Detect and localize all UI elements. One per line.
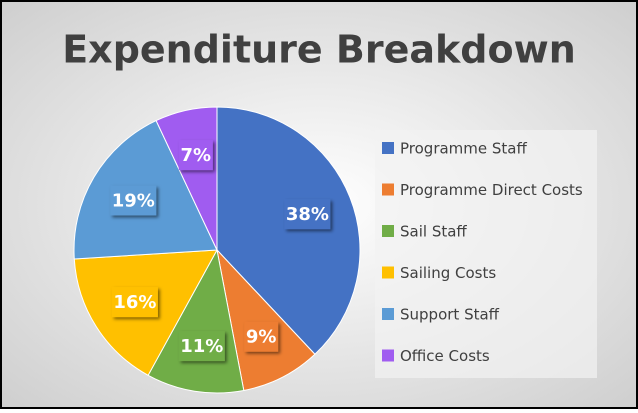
- pie-slice: [216, 106, 361, 355]
- data-label-box: [178, 140, 213, 171]
- legend-swatch: [382, 225, 394, 237]
- data-label-box: [111, 287, 158, 318]
- data-label-box: [244, 321, 279, 352]
- legend-label: Support Staff: [400, 306, 500, 324]
- data-label: 7%: [181, 145, 212, 166]
- data-label-box: [284, 199, 331, 230]
- legend-box: [375, 130, 597, 378]
- chart-title: Expenditure Breakdown: [62, 28, 576, 72]
- pie-slice: [216, 248, 316, 392]
- legend-label: Programme Direct Costs: [400, 181, 583, 199]
- legend-label: Programme Staff: [400, 140, 527, 158]
- legend-label: Sailing Costs: [400, 264, 496, 282]
- data-label: 19%: [112, 191, 155, 212]
- legend-swatch: [382, 266, 394, 279]
- legend-swatch: [382, 308, 394, 320]
- data-label: 9%: [246, 327, 277, 348]
- legend-swatch: [382, 142, 394, 154]
- data-label: 16%: [113, 292, 156, 313]
- legend-swatch: [382, 349, 394, 362]
- data-label: 11%: [180, 336, 223, 357]
- legend-swatch: [382, 183, 394, 196]
- data-label-box: [110, 185, 157, 216]
- legend-label: Office Costs: [400, 347, 490, 365]
- data-label-box: [178, 331, 225, 362]
- legend-label: Sail Staff: [400, 223, 467, 241]
- data-label: 38%: [286, 204, 329, 225]
